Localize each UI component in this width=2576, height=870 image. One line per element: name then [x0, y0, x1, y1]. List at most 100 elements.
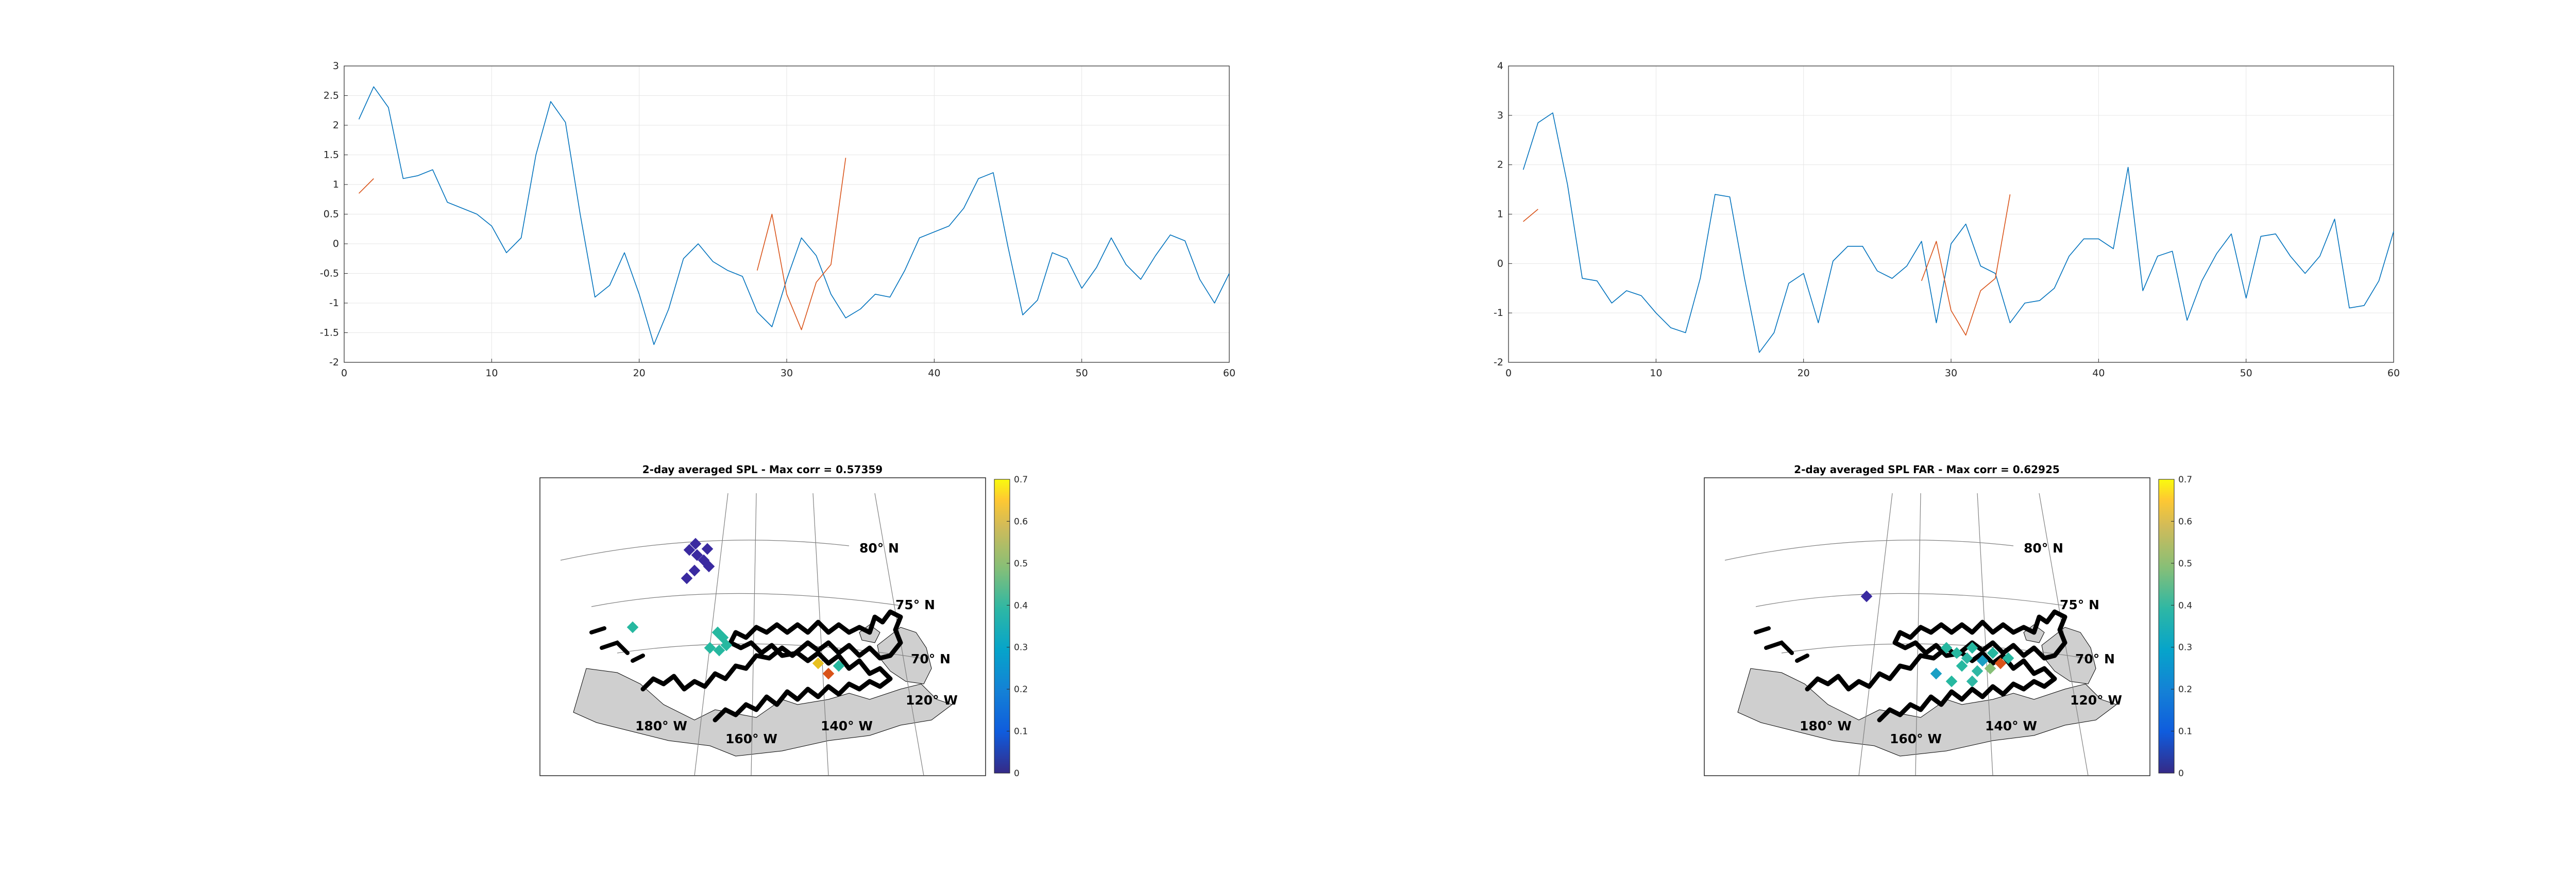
line-chart-right: 0 10 20 30 40 50 60 -2 -1 0 1 2 3 4 [1494, 60, 2400, 379]
colorbar-tick-label: 0.7 [2178, 475, 2192, 485]
colorbar-tick-label: 0.3 [2178, 643, 2192, 653]
map-label: 75° N [2060, 597, 2099, 612]
data-cell [1956, 660, 1968, 672]
series-line-2 [359, 178, 374, 194]
data-cell [833, 660, 845, 672]
land-mass [1737, 668, 2117, 757]
map-label: 70° N [911, 651, 951, 666]
x-tick-label: 50 [1076, 367, 1088, 379]
y-tick-label: 3 [1497, 110, 1503, 121]
colorbar: 0 0.1 0.2 0.3 0.4 0.5 0.6 0.7 [994, 475, 1028, 779]
parallel [560, 540, 850, 561]
x-tick-label: 20 [1798, 367, 1810, 379]
y-tick-label: -1.5 [320, 327, 339, 339]
map-title: 2-day averaged SPL - Max corr = 0.57359 [642, 463, 883, 476]
x-tick-label: 0 [341, 367, 347, 379]
data-cell [704, 642, 716, 654]
map-area: 80° N 75° N 70° N 180° W 160° W 140° W 120° W [560, 493, 958, 775]
y-tick-label: 0.5 [324, 209, 339, 220]
x-tick-label: 0 [1505, 367, 1512, 379]
coastline [589, 626, 645, 663]
data-cell [812, 657, 824, 670]
parallel [1724, 540, 2014, 561]
x-tick-label: 40 [2092, 367, 2105, 379]
colorbar-tick-label: 0.5 [2178, 559, 2192, 569]
colorbar-tick-label: 0.1 [1014, 727, 1028, 737]
y-tick-label: -2 [1494, 357, 1503, 368]
x-tick-label: 20 [633, 367, 646, 379]
data-cell [1966, 675, 1978, 688]
x-tick-label: 30 [781, 367, 793, 379]
series-line-2 [756, 158, 846, 330]
colorbar-tick-label: 0.3 [1014, 643, 1028, 653]
data-cell [1940, 642, 1953, 654]
y-tick-label: -2 [329, 357, 339, 368]
series-line-1 [358, 86, 1230, 345]
map-panel-right: 2-day averaged SPL FAR - Max corr = 0.62… [1704, 463, 2192, 779]
coastline [1754, 626, 1809, 663]
data-cell [1945, 675, 1958, 688]
y-tick-label: 1 [1497, 209, 1503, 220]
x-tick-label: 10 [1650, 367, 1662, 379]
colorbar-tick-label: 0.5 [1014, 559, 1028, 569]
data-cell [713, 644, 725, 657]
x-tick-label: 40 [928, 367, 940, 379]
parallel [591, 593, 901, 607]
data-cell [1860, 590, 1873, 603]
x-tick-label: 60 [2387, 367, 2400, 379]
series-line-2 [1523, 209, 1538, 222]
colorbar: 0 0.1 0.2 0.3 0.4 0.5 0.6 0.7 [2158, 475, 2192, 779]
colorbar-tick-label: 0.2 [2178, 684, 2192, 695]
map-label: 180° W [635, 718, 687, 733]
data-cell [1994, 657, 2007, 670]
map-label: 180° W [1800, 718, 1852, 733]
map-label: 140° W [1985, 718, 2037, 733]
y-tick-label: 0 [1497, 258, 1503, 269]
y-tick-label: 3 [333, 60, 339, 72]
series-line-1 [1522, 112, 2394, 353]
x-tick-label: 30 [1945, 367, 1957, 379]
plot-frame [344, 65, 1230, 363]
map-label: 120° W [2070, 693, 2122, 708]
colorbar-tick-label: 0.1 [2178, 727, 2192, 737]
data-cell [1930, 667, 1942, 680]
map-label: 70° N [2075, 651, 2115, 666]
colorbar-tick-label: 0.2 [1014, 684, 1028, 695]
land-mass [573, 668, 953, 757]
coastline [1805, 609, 2067, 723]
parallel [1755, 593, 2065, 607]
y-tick-label: -1 [1494, 307, 1503, 319]
colorbar-tick-label: 0.6 [1014, 516, 1028, 527]
map-label: 160° W [725, 731, 777, 746]
data-cell [1971, 665, 1984, 677]
line-chart-left: 0 10 20 30 40 50 60 -2 -1.5 -1 -0.5 0 0.5 1 1.5 2 2.5 3 [320, 60, 1235, 379]
data-cell [1987, 647, 1999, 659]
colorbar-gradient [2158, 479, 2175, 774]
x-tick-label: 60 [1223, 367, 1235, 379]
y-tick-label: 0 [333, 238, 339, 249]
meridian [812, 493, 829, 775]
colorbar-tick-label: 0.7 [1014, 475, 1028, 485]
map-area: 80° N 75° N 70° N 180° W 160° W 140° W 120° W [1724, 493, 2122, 775]
coastline [640, 609, 903, 723]
x-tick-label: 10 [485, 367, 498, 379]
colorbar-gradient [994, 479, 1010, 774]
data-cell [1984, 662, 1996, 675]
x-tick-label: 50 [2240, 367, 2252, 379]
colorbar-tick-label: 0.4 [1014, 600, 1028, 611]
y-tick-label: 2.5 [324, 90, 339, 102]
data-cell [1966, 642, 1978, 654]
data-cell [720, 639, 733, 651]
colorbar-tick-label: 0 [2178, 768, 2184, 779]
data-cell [1951, 647, 1963, 659]
map-title: 2-day averaged SPL FAR - Max corr = 0.62… [1794, 463, 2060, 476]
data-cell [2002, 652, 2014, 664]
colorbar-tick-label: 0 [1014, 768, 1020, 779]
y-tick-label: 2 [1497, 159, 1503, 171]
map-label: 140° W [821, 718, 873, 733]
meridian [1977, 493, 1993, 775]
map-label: 80° N [859, 541, 899, 556]
data-cell [822, 667, 835, 680]
map-label: 75° N [895, 597, 935, 612]
